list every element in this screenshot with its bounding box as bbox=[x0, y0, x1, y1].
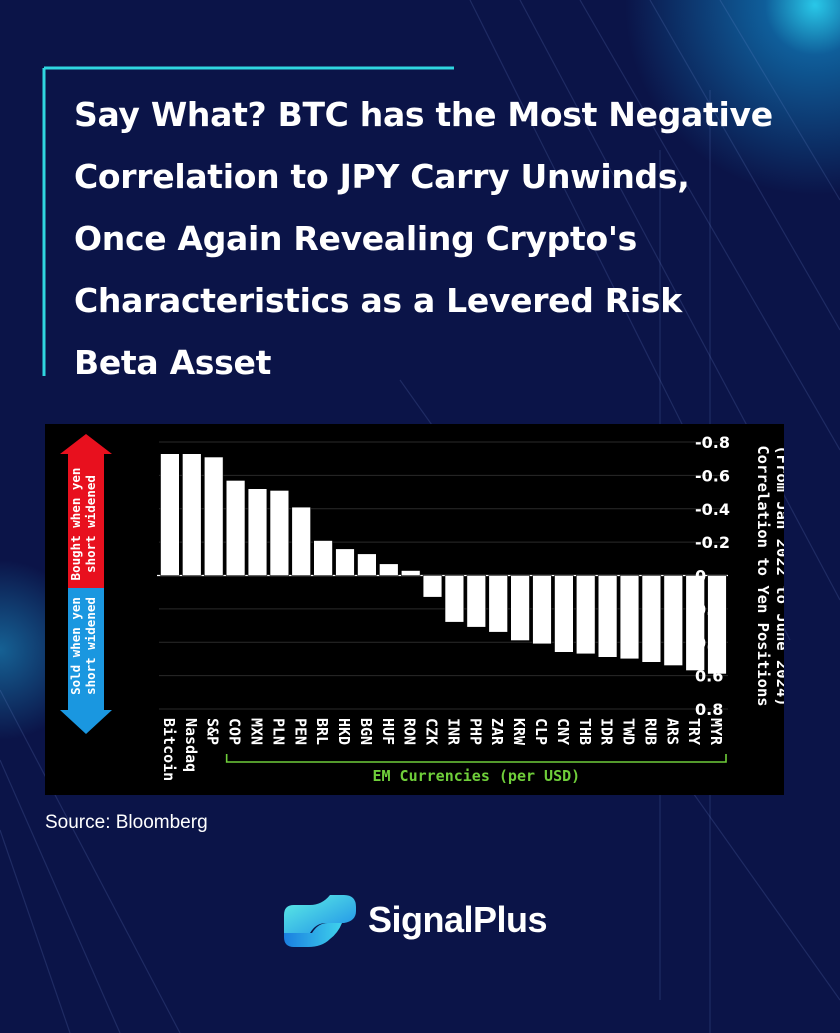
bar-bitcoin bbox=[160, 453, 180, 576]
bar-clp bbox=[532, 575, 552, 645]
bar-pen bbox=[291, 506, 311, 576]
bar-ron bbox=[400, 570, 421, 576]
x-tick-label: CZK bbox=[423, 718, 441, 745]
y-tick-label: 0 bbox=[695, 567, 706, 586]
bar-bgn bbox=[357, 553, 377, 576]
bar-php bbox=[466, 575, 486, 628]
y-tick-label: 0.8 bbox=[695, 700, 723, 719]
x-tick-label: TRY bbox=[685, 718, 703, 745]
y-tick-label: 0.2 bbox=[695, 600, 723, 619]
bar-zar bbox=[488, 575, 508, 633]
x-tick-label: ZAR bbox=[488, 718, 506, 746]
brand-name: SignalPlus bbox=[368, 899, 548, 940]
bar-krw bbox=[510, 575, 530, 641]
x-tick-label: BGN bbox=[357, 718, 375, 745]
x-tick-label: PHP bbox=[466, 718, 484, 745]
source-note: Source: Bloomberg bbox=[45, 812, 208, 833]
page-title: Say What? BTC has the Most Negative Corr… bbox=[74, 84, 814, 394]
x-tick-label: RON bbox=[401, 718, 419, 745]
y-tick-label: 0.6 bbox=[695, 667, 723, 686]
y-tick-label: -0.4 bbox=[695, 500, 730, 519]
up-arrow-label: short widened bbox=[83, 475, 98, 573]
down-arrow bbox=[60, 588, 112, 734]
background-line bbox=[519, 0, 840, 601]
background-line bbox=[719, 0, 840, 201]
y-tick-label: -0.2 bbox=[695, 533, 730, 552]
background-line bbox=[649, 0, 840, 331]
bar-thb bbox=[575, 575, 596, 655]
em-currencies-label: EM Currencies (per USD) bbox=[372, 767, 580, 785]
brand-logo: SignalPlus bbox=[282, 893, 582, 953]
x-tick-label: RUB bbox=[641, 718, 659, 745]
x-tick-label: PEN bbox=[291, 718, 309, 745]
up-arrow-label: Bought when yen bbox=[68, 468, 83, 581]
x-tick-label: Nasdaq bbox=[182, 718, 200, 772]
chart-container: -0.8 -0.6 -0.4 -0.2 0 0.2 0.4 0.6 0.8 Correlation… bbox=[45, 424, 784, 795]
x-tick-label: MXN bbox=[247, 718, 265, 745]
title-line: Say What? BTC has the Most Negative bbox=[74, 95, 773, 134]
bar-idr bbox=[597, 575, 618, 658]
bar-nasdaq bbox=[182, 453, 202, 576]
x-tick-label: S&P bbox=[204, 718, 222, 745]
bar-sp bbox=[204, 456, 224, 576]
down-arrow-label: short widened bbox=[83, 597, 98, 695]
x-tick-label: PLN bbox=[269, 718, 287, 745]
title-accent-frame bbox=[42, 66, 454, 376]
y-tick-label: -0.8 bbox=[695, 433, 730, 452]
bar-myr bbox=[707, 575, 727, 675]
background-line bbox=[579, 0, 840, 451]
bar-cny bbox=[554, 575, 574, 653]
x-tick-label: ARS bbox=[663, 718, 681, 745]
x-tick-label: HUF bbox=[379, 718, 397, 745]
x-tick-label: CLP bbox=[532, 718, 550, 745]
bar-brl bbox=[313, 540, 333, 576]
x-tick-label: IDR bbox=[598, 718, 616, 746]
bar-rub bbox=[641, 575, 662, 663]
y-axis-label: Correlation to Yen Positions bbox=[754, 445, 772, 706]
background-line bbox=[0, 689, 181, 1033]
x-tick-label: KRW bbox=[510, 718, 528, 746]
x-tick-label: THB bbox=[576, 718, 594, 745]
y-tick-label: 0.4 bbox=[695, 633, 723, 652]
bar-twd bbox=[619, 575, 640, 660]
bar-mxn bbox=[247, 488, 268, 576]
em-currencies-bracket bbox=[225, 754, 727, 763]
title-line: Beta Asset bbox=[74, 343, 272, 382]
x-tick-label: INR bbox=[444, 718, 462, 746]
down-arrow-label: Sold when yen bbox=[68, 597, 83, 695]
title-line: Correlation to JPY Carry Unwinds, bbox=[74, 157, 690, 196]
x-tick-label: Bitcoin bbox=[160, 718, 178, 781]
bar-ars bbox=[663, 575, 684, 666]
correlation-bar-chart: -0.8 -0.6 -0.4 -0.2 0 0.2 0.4 0.6 0.8 Correlation… bbox=[60, 433, 784, 785]
x-tick-label: TWD bbox=[620, 718, 638, 745]
x-tick-label: MYR bbox=[707, 718, 725, 746]
title-line: Characteristics as a Levered Risk bbox=[74, 281, 682, 320]
bar-try bbox=[685, 575, 705, 671]
bar-hkd bbox=[335, 548, 355, 576]
up-arrow bbox=[60, 434, 112, 588]
bar-pln bbox=[269, 490, 290, 576]
y-axis-label: (From Jan 2022 to June 2024) bbox=[773, 445, 784, 706]
bar-huf bbox=[379, 563, 399, 576]
background-line bbox=[0, 759, 121, 1033]
background-line bbox=[0, 829, 71, 1033]
bar-cop bbox=[225, 480, 246, 576]
y-tick-label: -0.6 bbox=[695, 466, 730, 485]
bar-inr bbox=[444, 575, 465, 623]
x-tick-label: COP bbox=[226, 718, 244, 745]
signalplus-logo-icon bbox=[284, 895, 356, 947]
title-line: Once Again Revealing Crypto's bbox=[74, 219, 637, 258]
bar-czk bbox=[422, 575, 443, 598]
x-tick-label: HKD bbox=[335, 718, 353, 745]
x-tick-label: CNY bbox=[554, 718, 572, 745]
x-tick-label: BRL bbox=[313, 718, 331, 745]
